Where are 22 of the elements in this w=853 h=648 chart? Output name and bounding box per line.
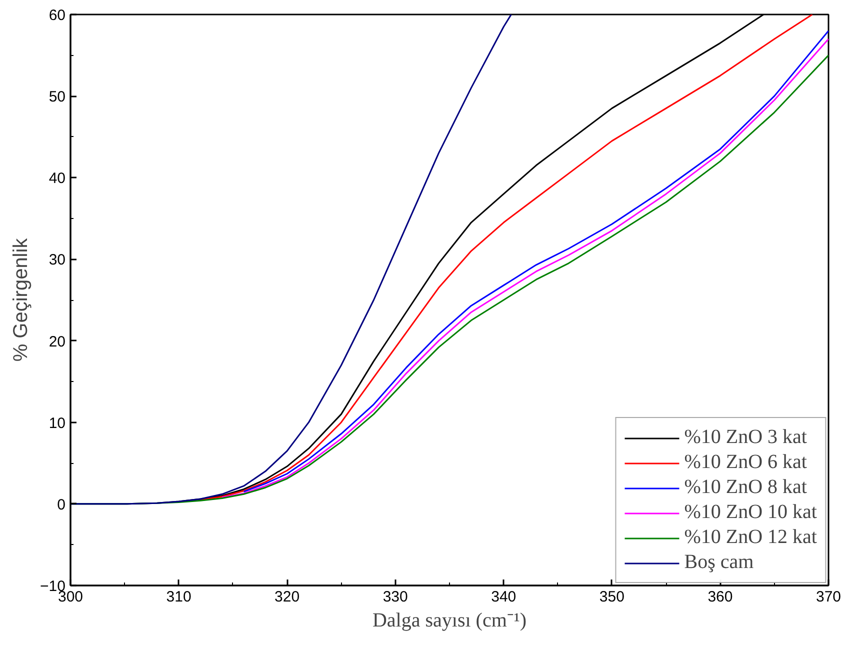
x-tick-label: 340: [491, 588, 516, 606]
legend-label: %10 ZnO 10 kat: [684, 501, 817, 524]
x-tick-label: 350: [599, 588, 624, 606]
y-tick-label: 50: [48, 88, 66, 106]
y-tick-label: 40: [48, 170, 66, 188]
x-tick-label: 360: [708, 588, 733, 606]
y-tick-label: 10: [48, 414, 66, 432]
y-tick-label: 0: [57, 496, 66, 514]
legend-label: %10 ZnO 6 kat: [684, 451, 807, 474]
legend-label: Boş cam: [684, 551, 754, 574]
x-tick-label: 310: [166, 588, 192, 606]
legend-label: %10 ZnO 8 kat: [684, 476, 807, 499]
legend-label: %10 ZnO 3 kat: [684, 426, 807, 449]
x-tick-label: 370: [816, 588, 842, 606]
legend-label: %10 ZnO 12 kat: [684, 526, 817, 549]
y-axis-title: % Geçirgenlik: [10, 237, 32, 362]
y-tick-label: 20: [48, 333, 66, 350]
x-tick-label: 330: [382, 588, 408, 606]
y-tick-label: 30: [48, 252, 66, 269]
x-tick-label: 320: [274, 588, 300, 606]
y-tick-label: 60: [48, 7, 66, 24]
x-axis-title: Dalga sayısı (cm⁻¹): [372, 610, 527, 632]
